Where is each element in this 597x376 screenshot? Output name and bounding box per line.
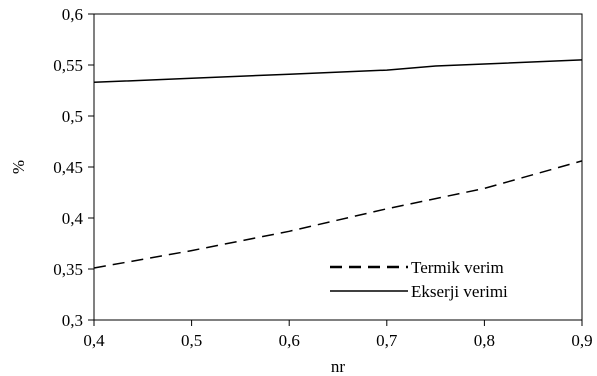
y-tick-label: 0,5 xyxy=(62,107,83,126)
x-tick-label: 0,7 xyxy=(376,331,398,350)
y-axis-ticks: 0,3 0,35 0,4 0,45 0,5 0,55 0,6 xyxy=(53,5,94,330)
x-tick-label: 0,8 xyxy=(474,331,495,350)
y-tick-label: 0,6 xyxy=(62,5,83,24)
y-tick-label: 0,4 xyxy=(62,209,84,228)
legend: Termik verim Ekserji verimi xyxy=(330,258,508,301)
y-tick-label: 0,3 xyxy=(62,311,83,330)
x-tick-label: 0,6 xyxy=(279,331,300,350)
y-tick-label: 0,35 xyxy=(53,260,83,279)
y-axis-title: % xyxy=(9,160,28,174)
x-tick-label: 0,4 xyxy=(83,331,105,350)
y-tick-label: 0,45 xyxy=(53,158,83,177)
series-line-2 xyxy=(93,59,583,84)
x-axis-ticks: 0,4 0,5 0,6 0,7 0,8 0,9 xyxy=(83,320,593,350)
legend-label-1: Termik verim xyxy=(411,258,504,277)
x-tick-label: 0,5 xyxy=(181,331,202,350)
y-tick-label: 0,55 xyxy=(53,56,83,75)
plot-frame xyxy=(93,13,583,321)
x-axis-title: nr xyxy=(331,357,346,376)
series-line-1 xyxy=(93,160,583,269)
series-layer xyxy=(93,59,583,269)
legend-label-2: Ekserji verimi xyxy=(411,282,508,301)
x-tick-label: 0,9 xyxy=(571,331,592,350)
